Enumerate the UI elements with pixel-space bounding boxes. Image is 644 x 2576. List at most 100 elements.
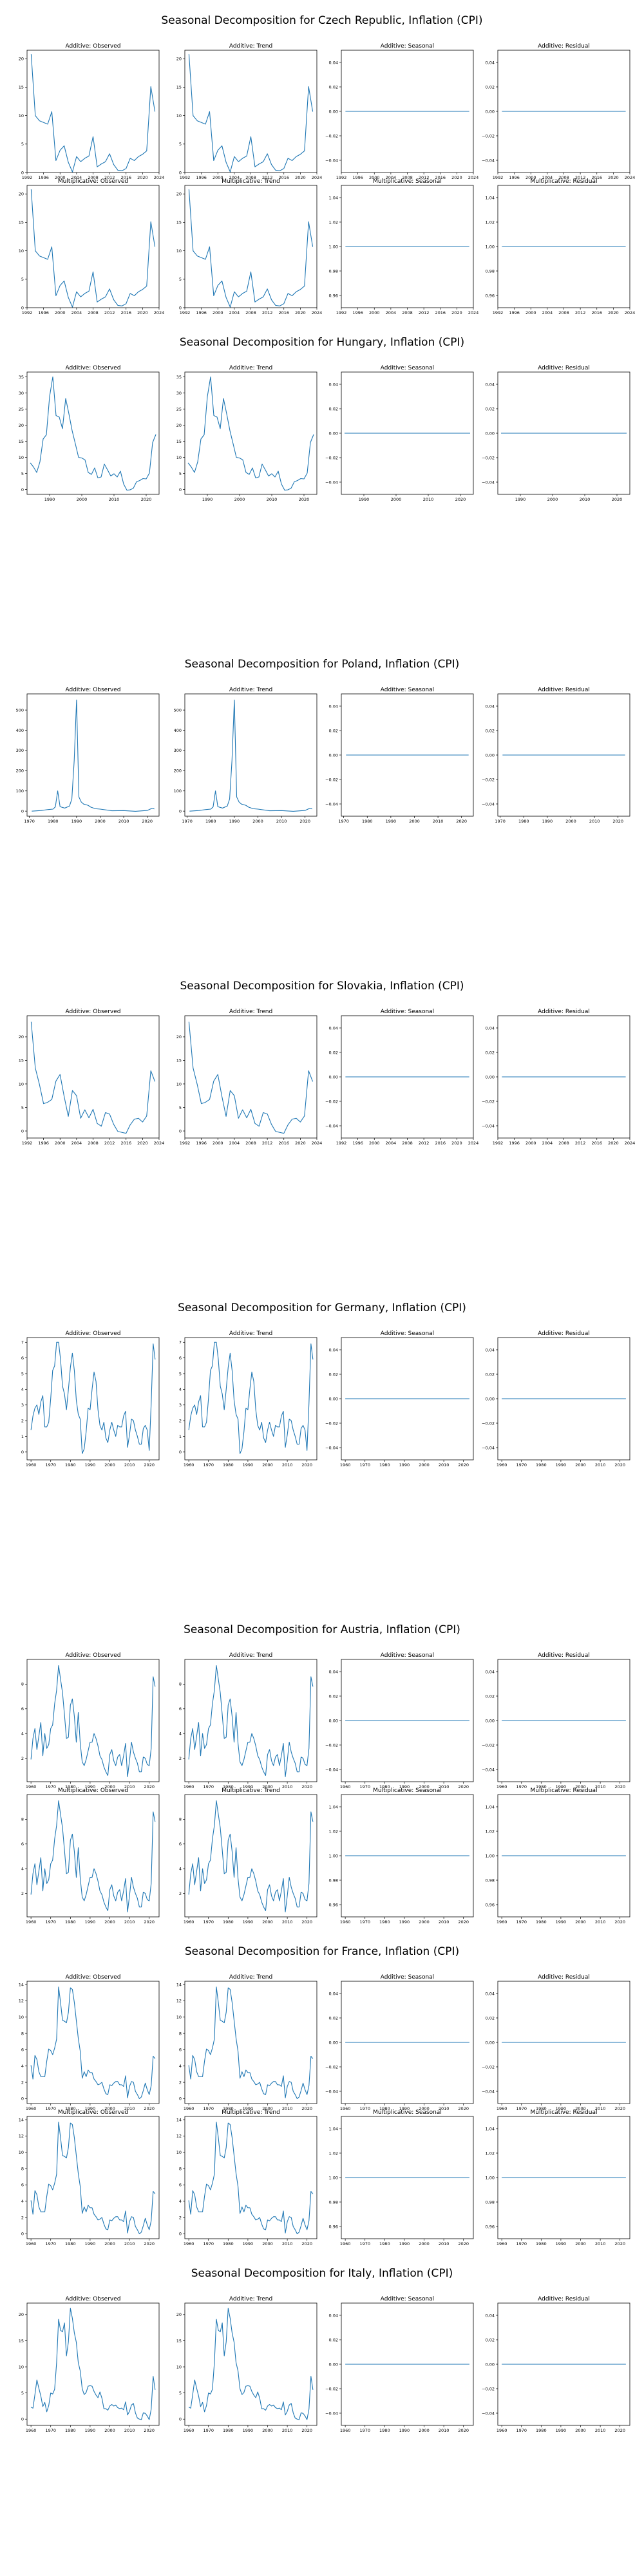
subplot-title: Additive: Residual — [538, 1652, 590, 1659]
x-tick-label: 2020 — [458, 2241, 469, 2246]
x-tick-label: 1970 — [182, 819, 193, 824]
decomposition-section: Seasonal Decomposition for Czech Republi… — [0, 14, 644, 323]
x-tick-label: 2004 — [71, 175, 82, 180]
y-tick-label: 10 — [19, 1081, 24, 1087]
x-tick-label: 2020 — [451, 310, 462, 315]
x-tick-label: 1992 — [493, 310, 504, 315]
y-tick-label: 5 — [21, 471, 24, 476]
y-tick-label: 0.00 — [329, 2040, 338, 2045]
x-tick-label: 2016 — [120, 1141, 131, 1146]
y-tick-label: 20 — [19, 192, 24, 197]
x-tick-label: 1996 — [38, 1141, 49, 1146]
x-tick-label: 2010 — [276, 819, 287, 824]
y-tick-label: 14 — [176, 2117, 182, 2122]
subplot-svg: Multiplicative: Seasonal 0.96 0.98 1.00 1.02… — [329, 2109, 474, 2246]
x-tick-label: 1970 — [516, 2241, 527, 2246]
axes-frame — [184, 2116, 317, 2239]
y-tick-label: 0.00 — [329, 2362, 338, 2367]
y-tick-label: 0.02 — [486, 84, 495, 89]
x-tick-label: 2000 — [419, 1919, 430, 1925]
y-tick-label: 30 — [19, 391, 24, 396]
y-tick-label: 8 — [21, 2166, 24, 2171]
x-tick-label: 1970 — [203, 2428, 214, 2433]
subplot-title: Additive: Observed — [65, 1330, 120, 1337]
x-tick-label: 1980 — [379, 2106, 390, 2111]
y-tick-label: 6 — [21, 1842, 24, 1847]
x-tick-label: 1996 — [196, 1141, 207, 1146]
subplot-panel: Additive: Seasonal −0.04 −0.02 0.00 0.02 0.04… — [322, 1649, 477, 1791]
subplot-panel: Additive: Trend 0 5 10 15 20 1992 1996 2000 2004 2… — [166, 1005, 323, 1147]
x-tick-label: 2000 — [369, 1141, 380, 1146]
y-tick-label: 12 — [176, 2134, 182, 2139]
x-tick-label: 2020 — [144, 1784, 155, 1789]
y-tick-label: 0.00 — [329, 1718, 338, 1723]
y-tick-label: −0.04 — [325, 801, 338, 807]
x-tick-label: 1970 — [203, 2241, 214, 2246]
subplot-title: Additive: Observed — [65, 1652, 120, 1659]
y-tick-label: 0.04 — [329, 2313, 338, 2318]
y-tick-label: 5 — [179, 142, 182, 147]
x-tick-label: 2008 — [245, 1141, 256, 1146]
y-tick-label: 0.00 — [329, 752, 338, 758]
x-tick-label: 2020 — [137, 1141, 148, 1146]
x-tick-label: 2016 — [591, 310, 602, 315]
subplot-panel: Multiplicative: Seasonal 0.96 0.98 1.00 1.02… — [322, 175, 479, 317]
x-tick-label: 1990 — [85, 2106, 96, 2111]
subplot-svg: Additive: Trend 0 5 10 15 20 1960 1970 1980 1990 2… — [176, 2296, 317, 2433]
y-tick-label: 0 — [21, 808, 24, 814]
x-tick-label: 2000 — [104, 1919, 115, 1925]
subplot-panel: Additive: Trend 2 4 6 8 1960 1970 1980 1990 2000 2… — [166, 1649, 321, 1791]
x-tick-label: 2008 — [558, 1141, 569, 1146]
x-tick-label: 2004 — [229, 1141, 240, 1146]
x-tick-label: 1990 — [359, 497, 370, 502]
x-tick-label: 1960 — [340, 1784, 351, 1789]
y-tick-label: 1.00 — [486, 1853, 495, 1858]
x-tick-label: 2020 — [295, 310, 306, 315]
x-tick-label: 2000 — [55, 310, 66, 315]
y-tick-label: 0 — [21, 2417, 24, 2422]
x-tick-label: 2020 — [455, 497, 466, 502]
x-tick-label: 2016 — [435, 1141, 446, 1146]
y-tick-label: 5 — [179, 277, 182, 282]
y-tick-label: 0.00 — [486, 2040, 495, 2045]
y-tick-label: 0.02 — [329, 2337, 338, 2342]
y-tick-label: 4 — [179, 2199, 182, 2204]
x-tick-label: 1970 — [359, 1784, 370, 1789]
x-tick-label: 1992 — [180, 1141, 191, 1146]
x-tick-label: 2020 — [301, 1919, 312, 1925]
subplot-panel: Additive: Trend 0 5 10 15 20 1960 1970 1980 1990 2… — [166, 2293, 321, 2434]
x-tick-label: 1990 — [243, 1919, 254, 1925]
x-tick-label: 1990 — [85, 1919, 96, 1925]
x-tick-label: 2020 — [608, 1141, 619, 1146]
decomposition-section: Seasonal Decomposition for Slovakia, Inf… — [0, 980, 644, 1289]
y-tick-label: 5 — [179, 2391, 182, 2396]
subplot-title: Additive: Residual — [538, 2296, 590, 2302]
x-tick-label: 2020 — [301, 2106, 312, 2111]
x-tick-label: 1970 — [516, 2106, 527, 2111]
y-tick-label: 4 — [21, 1866, 24, 1871]
x-tick-label: 1990 — [399, 1784, 410, 1789]
x-tick-label: 1960 — [26, 2241, 37, 2246]
x-tick-label: 1970 — [203, 1462, 214, 1468]
y-tick-label: 20 — [176, 2312, 182, 2317]
subplot-panel: Additive: Seasonal −0.04 −0.02 0.00 0.02 0.04… — [322, 1327, 477, 1469]
x-tick-label: 2020 — [614, 2241, 625, 2246]
y-tick-label: 0.00 — [486, 1718, 495, 1723]
x-tick-label: 1970 — [45, 2428, 56, 2433]
x-tick-label: 1980 — [65, 2428, 76, 2433]
x-tick-label: 1990 — [71, 819, 82, 824]
x-tick-label: 2010 — [423, 497, 434, 502]
subplot-title: Additive: Observed — [65, 1009, 120, 1015]
y-tick-label: 7 — [21, 1340, 24, 1345]
subplot-panel: Additive: Observed 0 5 10 15 20 1960 1970 1980 19… — [8, 2293, 163, 2434]
x-tick-label: 2010 — [124, 1784, 135, 1789]
decomposition-section: Seasonal Decomposition for France, Infla… — [0, 1945, 644, 2254]
x-tick-label: 2024 — [154, 310, 165, 315]
y-tick-label: 0.96 — [329, 293, 338, 298]
y-tick-label: 0 — [21, 2232, 24, 2237]
subplot-title: Multiplicative: Seasonal — [373, 1787, 442, 1794]
series-line — [30, 376, 156, 491]
y-tick-label: 0 — [179, 2232, 182, 2237]
x-tick-label: 2000 — [262, 1784, 273, 1789]
x-tick-label: 2000 — [419, 1784, 430, 1789]
